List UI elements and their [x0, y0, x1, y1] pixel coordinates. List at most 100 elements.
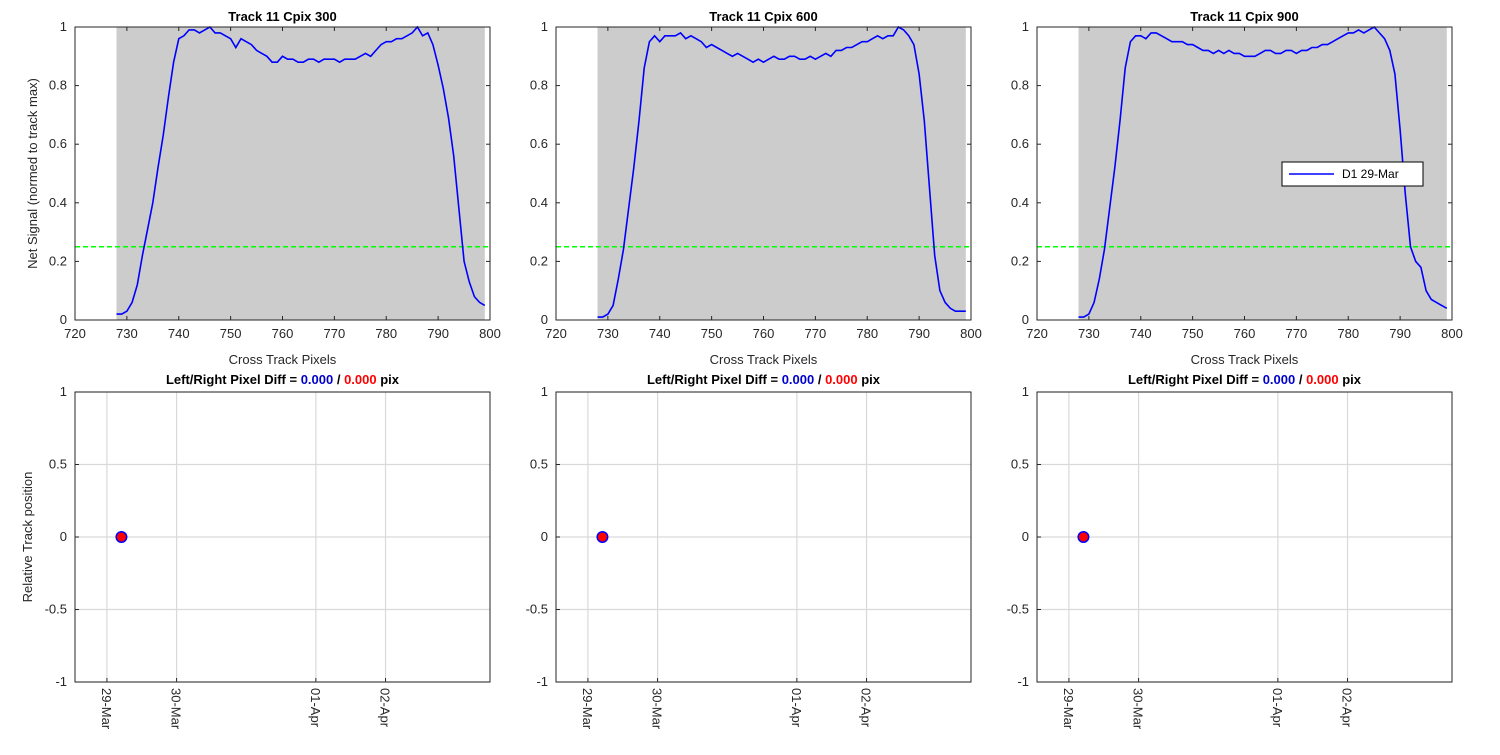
x-tick-label: 770 [1286, 326, 1308, 341]
right-position-point [1078, 532, 1088, 542]
y-tick-label: -1 [1017, 674, 1029, 689]
x-tick-label: 790 [1389, 326, 1411, 341]
left-pixel-diff-value: 0.000 [301, 372, 334, 387]
chart-title: Track 11 Cpix 300 [228, 9, 336, 24]
track-shade-region [116, 27, 485, 320]
x-tick-label: 750 [1182, 326, 1204, 341]
chart-title: Left/Right Pixel Diff = 0.000 / 0.000 pi… [1128, 372, 1362, 387]
x-axis-label: Cross Track Pixels [1191, 352, 1299, 367]
x-tick-label: 720 [64, 326, 86, 341]
x-tick-label: 720 [545, 326, 567, 341]
x-tick-label: 730 [597, 326, 619, 341]
x-tick-label: 730 [116, 326, 138, 341]
y-tick-label: 1 [60, 19, 67, 34]
x-tick-label: 800 [960, 326, 982, 341]
left-pixel-diff-value: 0.000 [1263, 372, 1296, 387]
x-tick-label: 30-Mar [1131, 688, 1146, 730]
y-tick-label: 0.2 [1011, 253, 1029, 268]
x-tick-label: 800 [479, 326, 501, 341]
x-tick-label: 02-Apr [859, 688, 874, 728]
axes-box [74, 391, 491, 683]
y-tick-label: 1 [541, 19, 548, 34]
y-tick-label: 0.8 [1011, 78, 1029, 93]
y-tick-label: 0.6 [1011, 136, 1029, 151]
signal-series-line [597, 25, 966, 318]
x-tick-label: 780 [375, 326, 397, 341]
chart-title: Track 11 Cpix 900 [1190, 9, 1298, 24]
right-pixel-diff-value: 0.000 [825, 372, 858, 387]
y-tick-label: 0.4 [530, 195, 548, 210]
right-position-point [597, 532, 607, 542]
right-pixel-diff-value: 0.000 [1306, 372, 1339, 387]
y-tick-label: 1 [1022, 384, 1029, 399]
y-tick-label: 0 [1022, 312, 1029, 327]
position-panel-3: 29-Mar 30-Mar 01-Apr 02-Apr -1 -0.5 0 0.5 1 Left/… [1007, 372, 1453, 730]
title-separator: / [333, 372, 344, 387]
x-tick-label: 01-Apr [789, 688, 804, 728]
x-tick-label: 790 [908, 326, 930, 341]
position-panel-2: 29-Mar 30-Mar 01-Apr 02-Apr -1 -0.5 0 0.5 1 Left/… [526, 372, 972, 730]
x-tick-label: 30-Mar [169, 688, 184, 730]
title-unit: pix [1339, 372, 1362, 387]
x-tick-label: 780 [1337, 326, 1359, 341]
x-tick-label: 770 [805, 326, 827, 341]
y-tick-label: 0.8 [49, 78, 67, 93]
y-tick-label: 0 [541, 529, 548, 544]
y-tick-label: 0.8 [530, 78, 548, 93]
y-tick-label: -1 [536, 674, 548, 689]
title-prefix: Left/Right Pixel Diff = [166, 372, 301, 387]
y-tick-label: 0.6 [49, 136, 67, 151]
x-tick-label: 740 [168, 326, 190, 341]
x-tick-label: 760 [272, 326, 294, 341]
x-tick-label: 800 [1441, 326, 1463, 341]
signal-panel-1: 720 730 740 750 760 770 780 790 800 0 0.2 0.4 0.6 0.8… [25, 9, 501, 367]
y-tick-label: 0 [541, 312, 548, 327]
y-tick-label: 0 [60, 529, 67, 544]
y-axis-label: Net Signal (normed to track max) [25, 78, 40, 269]
y-tick-label: 0.4 [1011, 195, 1029, 210]
y-tick-label: 0.5 [1011, 457, 1029, 472]
y-tick-label: 1 [1022, 19, 1029, 34]
y-tick-label: -1 [55, 674, 67, 689]
title-unit: pix [377, 372, 400, 387]
x-tick-label: 790 [427, 326, 449, 341]
signal-panel-3: 720 730 740 750 760 770 780 790 800 0 0.2 0.4 0.6 0.8… [1011, 9, 1463, 367]
x-tick-label: 740 [1130, 326, 1152, 341]
axes-box [1036, 391, 1453, 683]
right-pixel-diff-value: 0.000 [344, 372, 377, 387]
chart-title: Track 11 Cpix 600 [709, 9, 817, 24]
y-tick-label: 0.2 [530, 253, 548, 268]
title-prefix: Left/Right Pixel Diff = [1128, 372, 1263, 387]
signal-panel-2: 720 730 740 750 760 770 780 790 800 0 0.2 0.4 0.6 0.8… [530, 9, 982, 367]
position-panel-1: 29-Mar 30-Mar 01-Apr 02-Apr -1 -0.5 0 0.5 1 Left/… [20, 372, 491, 730]
axes-box [555, 391, 972, 683]
x-tick-label: 760 [1234, 326, 1256, 341]
track-shade-region [597, 27, 966, 320]
title-separator: / [814, 372, 825, 387]
x-tick-label: 29-Mar [99, 688, 114, 730]
x-tick-label: 770 [324, 326, 346, 341]
y-tick-label: 1 [60, 384, 67, 399]
chart-title: Left/Right Pixel Diff = 0.000 / 0.000 pi… [647, 372, 881, 387]
y-tick-label: -0.5 [1007, 602, 1029, 617]
y-tick-label: 0.4 [49, 195, 67, 210]
y-tick-label: 0 [60, 312, 67, 327]
x-tick-label: 29-Mar [1061, 688, 1076, 730]
x-tick-label: 29-Mar [580, 688, 595, 730]
x-axis-label: Cross Track Pixels [710, 352, 818, 367]
y-tick-label: 0 [1022, 529, 1029, 544]
right-position-point [116, 532, 126, 542]
signal-series-line [1078, 25, 1448, 318]
x-tick-label: 760 [753, 326, 775, 341]
x-tick-label: 750 [701, 326, 723, 341]
y-tick-label: 0.2 [49, 253, 67, 268]
legend: D1 29-Mar [1281, 161, 1424, 187]
x-tick-label: 750 [220, 326, 242, 341]
y-axis-label: Relative Track position [20, 472, 35, 603]
left-pixel-diff-value: 0.000 [782, 372, 815, 387]
x-tick-label: 30-Mar [650, 688, 665, 730]
title-prefix: Left/Right Pixel Diff = [647, 372, 782, 387]
x-tick-label: 01-Apr [308, 688, 323, 728]
chart-title: Left/Right Pixel Diff = 0.000 / 0.000 pi… [166, 372, 400, 387]
y-tick-label: 1 [541, 384, 548, 399]
